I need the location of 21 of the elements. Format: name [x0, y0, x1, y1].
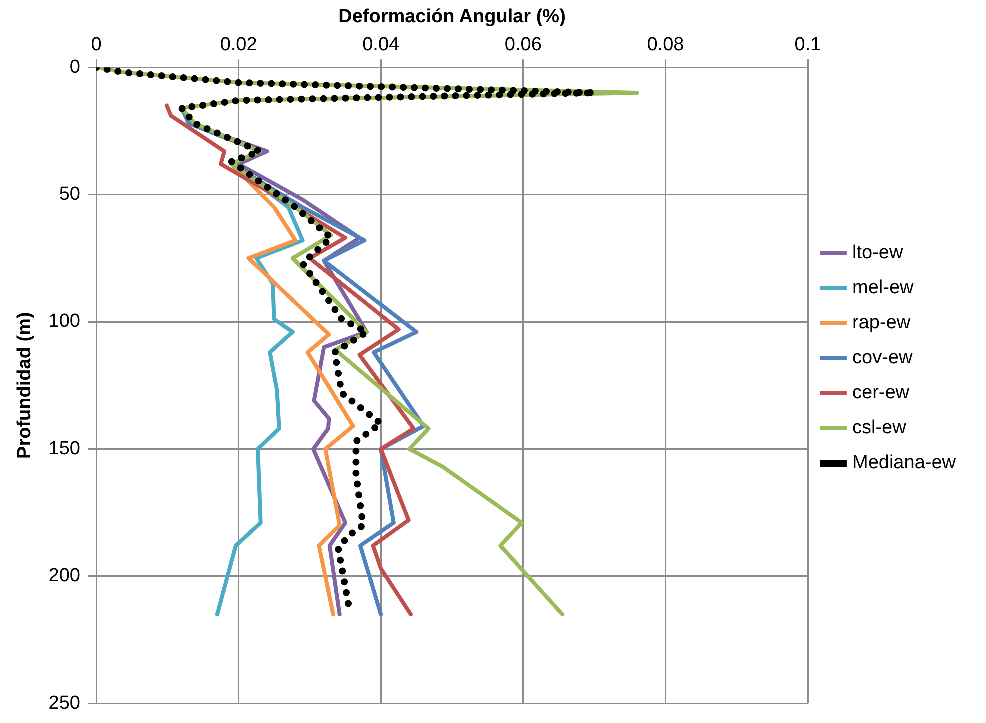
legend-label: Mediana-ew — [852, 452, 956, 474]
legend-label: cer-ew — [852, 382, 910, 404]
legend-label: mel-ew — [852, 278, 914, 299]
y-tick-label: 50 — [59, 184, 80, 206]
x-tick-label: 0.06 — [504, 34, 542, 56]
y-tick-label: 0 — [70, 56, 80, 78]
x-tick-label: 0.08 — [647, 34, 684, 56]
x-tick-label: 0 — [91, 34, 102, 56]
x-axis-title: Deformación Angular (%) — [338, 6, 566, 28]
y-tick-label: 250 — [48, 692, 80, 714]
legend-label: lto-ew — [852, 242, 904, 264]
legend-label: rap-ew — [852, 312, 911, 334]
y-axis-title: Profundidad (m) — [14, 312, 36, 459]
legend-label: csl-ew — [852, 418, 907, 439]
y-tick-label: 100 — [48, 311, 80, 332]
y-tick-label: 200 — [48, 566, 80, 587]
x-tick-label: 0.02 — [220, 34, 258, 56]
x-tick-label: 0.1 — [794, 34, 822, 56]
x-tick-label: 0.04 — [362, 34, 400, 56]
y-tick-label: 150 — [48, 438, 80, 460]
legend-label: cov-ew — [852, 348, 913, 369]
